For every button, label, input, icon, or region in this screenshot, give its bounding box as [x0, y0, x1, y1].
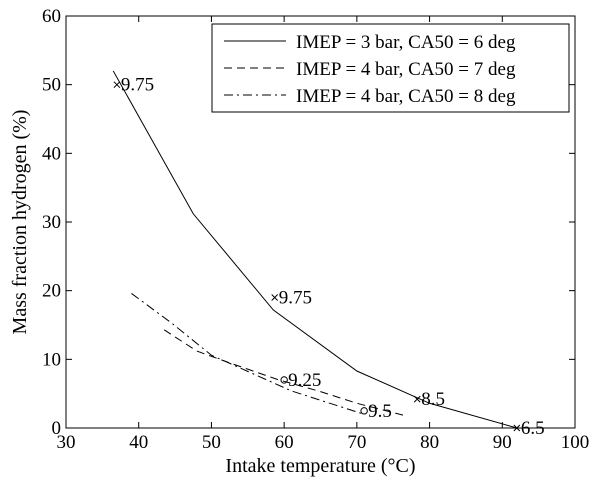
annotation-label: 8.5 — [421, 389, 445, 410]
annotation-label: 9.25 — [288, 370, 321, 391]
legend: IMEP = 3 bar, CA50 = 6 deg IMEP = 4 bar, … — [212, 24, 569, 112]
annotation-label: 6.5 — [521, 418, 545, 439]
y-tick-label: 60 — [42, 6, 61, 27]
annotation-marker-circle — [281, 377, 287, 383]
annotation-marker-x — [114, 82, 120, 88]
legend-label-1: IMEP = 3 bar, CA50 = 6 deg — [296, 32, 516, 53]
x-tick-label: 60 — [275, 432, 294, 453]
x-axis-title: Intake temperature (°C) — [225, 455, 415, 477]
y-tick-label: 20 — [42, 281, 61, 302]
x-tick-label: 40 — [129, 432, 148, 453]
y-tick-label: 10 — [42, 349, 61, 370]
x-tick-label: 70 — [347, 432, 366, 453]
x-tick-label: 30 — [57, 432, 76, 453]
x-tick-label: 80 — [420, 432, 439, 453]
y-tick-label: 40 — [42, 143, 61, 164]
annotation-marker-circle — [361, 408, 367, 414]
legend-label-3: IMEP = 4 bar, CA50 = 8 deg — [296, 86, 516, 107]
annotation-label: 9.75 — [279, 288, 312, 309]
x-tick-label: 90 — [493, 432, 512, 453]
y-tick-label: 30 — [42, 212, 61, 233]
x-tick-label: 100 — [561, 432, 590, 453]
annotation-label: 9.75 — [121, 75, 154, 96]
y-axis-title: Mass fraction hydrogen (%) — [9, 110, 31, 335]
x-tick-label: 50 — [202, 432, 221, 453]
annotation-marker-x — [272, 295, 278, 301]
series-line-3 — [131, 293, 364, 414]
annotation-label: 9.5 — [368, 401, 392, 422]
legend-label-2: IMEP = 4 bar, CA50 = 7 deg — [296, 59, 516, 80]
y-tick-label: 50 — [42, 75, 61, 96]
annotation-layer: 9.75 9.75 9.25 9.5 8.5 6.5 — [114, 75, 545, 439]
